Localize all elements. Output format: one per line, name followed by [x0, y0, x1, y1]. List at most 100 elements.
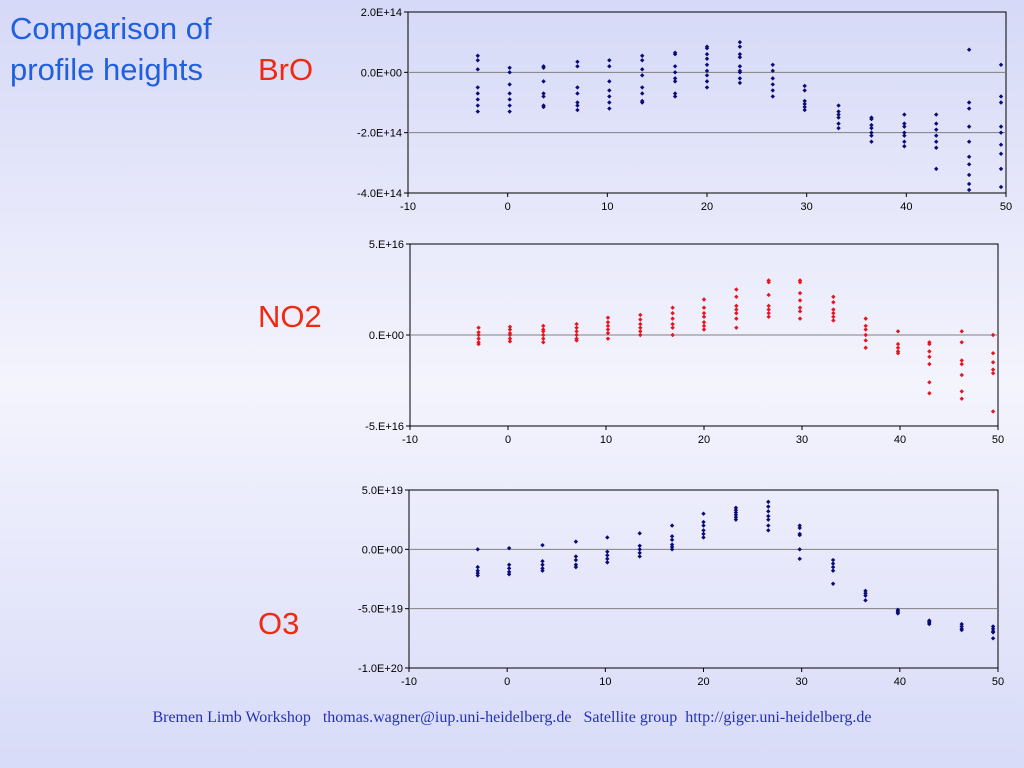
slide-title: Comparison of profile heights [10, 8, 212, 90]
no2-data-point [638, 329, 643, 334]
o3-plot-area [408, 489, 999, 669]
o3-data-point [669, 534, 675, 539]
no2-data-point [734, 316, 739, 321]
bro-data-point [607, 106, 612, 111]
o3-data-point [766, 509, 771, 514]
o3-x-tick-label: 10 [599, 676, 611, 688]
no2-data-point [895, 345, 901, 350]
bro-data-point [507, 70, 512, 75]
no2-data-point [476, 325, 481, 330]
no2-data-point [990, 332, 996, 338]
bro-data-point [737, 52, 743, 57]
no2-data-point [797, 290, 803, 296]
o3-data-point [766, 528, 771, 533]
bro-data-point [672, 52, 678, 57]
o3-data-point [863, 598, 868, 603]
bro-x-tick-label: -10 [400, 201, 416, 213]
bro-data-point [704, 85, 710, 90]
no2-data-point [476, 332, 481, 338]
o3-data-point [506, 569, 512, 575]
bro-data-point [869, 139, 874, 144]
bro-x-tick-label: 30 [801, 201, 813, 213]
o3-data-point [927, 621, 932, 627]
no2-data-point [959, 396, 964, 401]
o3-data-point [701, 523, 706, 528]
bro-data-point [966, 181, 972, 187]
no2-data-point [701, 320, 707, 325]
bro-y-tick-label: -2.0E+14 [357, 128, 402, 140]
bro-data-point [475, 58, 480, 63]
bro-data-point [737, 76, 743, 81]
o3-data-point [797, 523, 802, 528]
o3-data-point [475, 570, 480, 576]
bro-data-point [770, 82, 775, 87]
bro-data-point [998, 124, 1004, 129]
no2-data-point [990, 371, 996, 376]
o3-data-point [605, 553, 610, 558]
no2-data-point [831, 300, 836, 305]
bro-data-point [770, 68, 775, 74]
no2-data-point [476, 330, 481, 335]
o3-y-tick-label: -1.0E+20 [358, 663, 403, 675]
no2-data-point [959, 329, 964, 334]
no2-data-point [507, 332, 513, 338]
o3-data-point [573, 564, 579, 570]
bro-data-point [672, 94, 678, 99]
no2-data-point [701, 297, 707, 302]
no2-data-point [605, 327, 611, 332]
no2-data-point [605, 330, 611, 336]
no2-data-point [831, 294, 836, 299]
no2-x-tick-label: 50 [992, 434, 1004, 446]
o3-data-point [475, 573, 480, 578]
no2-x-tick-label: 10 [600, 434, 612, 446]
bro-data-point [836, 115, 841, 120]
bro-x-tick-label: 40 [900, 201, 912, 213]
bro-data-point [934, 112, 939, 117]
bro-data-point [737, 80, 743, 86]
bro-data-point [902, 133, 907, 138]
bro-data-point [640, 67, 645, 72]
o3-data-point [830, 561, 836, 566]
bro-data-point [672, 64, 678, 69]
bro-data-point [902, 144, 907, 149]
no2-data-point [638, 312, 643, 318]
no2-data-point [863, 332, 868, 338]
bro-data-point [836, 112, 841, 117]
o3-data-point [637, 531, 642, 536]
bro-data-point [672, 91, 678, 96]
no2-data-point [990, 367, 996, 372]
no2-data-point [863, 338, 868, 343]
no2-data-point [927, 391, 932, 396]
bro-data-point [541, 94, 546, 99]
bro-data-point [672, 70, 678, 75]
bro-data-point [475, 97, 480, 102]
bro-data-point [869, 122, 874, 128]
no2-data-point [863, 327, 868, 332]
bro-data-point [541, 104, 546, 110]
o3-x-tick-label: 40 [894, 676, 906, 688]
no2-data-point [990, 351, 996, 356]
no2-data-point [734, 310, 739, 316]
o3-data-point [766, 504, 771, 509]
bro-data-point [802, 101, 807, 107]
bro-x-tick-label: 10 [601, 201, 613, 213]
bro-data-point [770, 94, 775, 99]
bro-data-point [640, 100, 645, 105]
no2-data-point [638, 332, 643, 338]
bro-data-point [475, 67, 480, 72]
bro-data-point [998, 130, 1004, 135]
o3-data-point [701, 535, 706, 540]
o3-data-point [733, 507, 739, 513]
bro-data-point [966, 187, 972, 193]
bro-data-point [934, 127, 939, 132]
bro-data-point [507, 103, 512, 108]
o3-data-point [990, 636, 996, 641]
no2-y-tick-label: 0.E+00 [369, 330, 404, 342]
no2-data-point [476, 341, 481, 347]
o3-data-point [766, 513, 771, 519]
bro-data-point [802, 104, 807, 110]
bro-data-point [998, 100, 1004, 105]
bro-data-point [998, 166, 1004, 172]
no2-data-point [797, 316, 803, 321]
bro-chart: 2.0E+14 0.0E+00 -2.0E+14 -4.0E+14-10 0 10 20 30… [357, 7, 1012, 213]
